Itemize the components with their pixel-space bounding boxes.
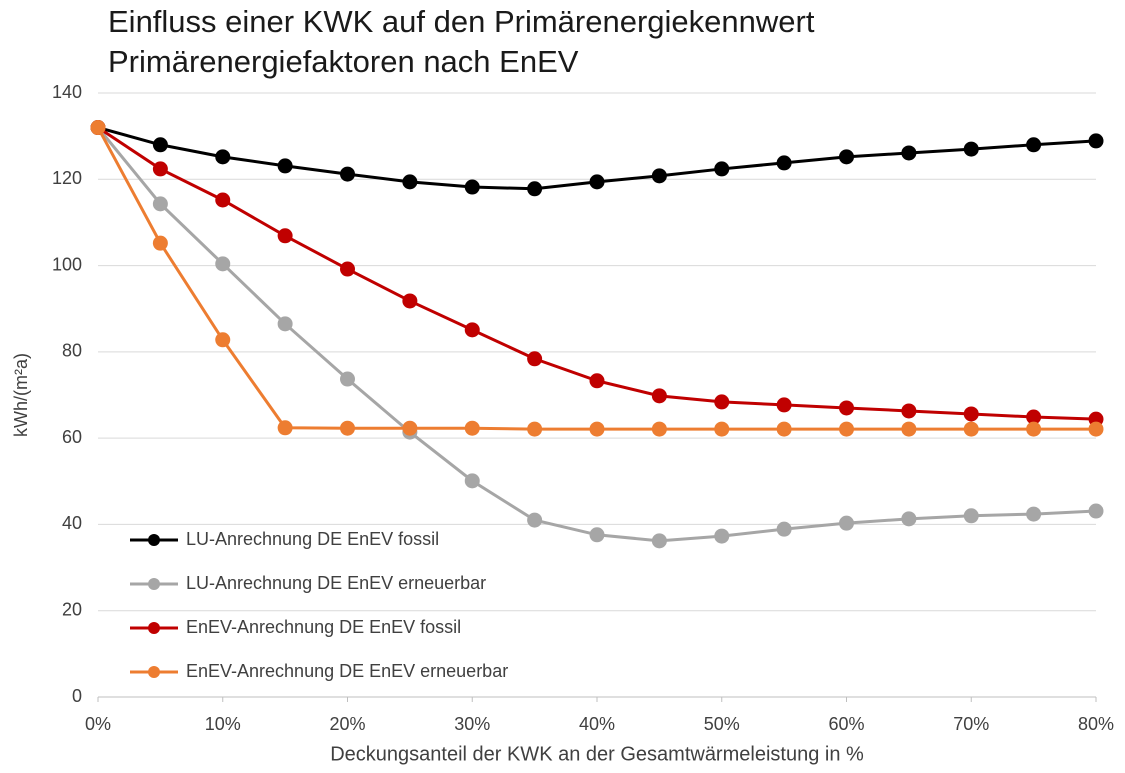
point [340, 166, 355, 182]
x-axis-label: Deckungsanteil der KWK an der Gesamtwärm… [330, 743, 864, 765]
point [589, 527, 605, 543]
point [589, 373, 605, 389]
x-tick-label: 70% [953, 714, 989, 734]
point [527, 181, 543, 197]
point [1026, 137, 1042, 153]
x-tick-label: 0% [85, 714, 111, 734]
point [527, 512, 543, 528]
point [589, 421, 605, 437]
point [277, 228, 293, 244]
y-tick-label: 120 [52, 168, 82, 188]
legend-label: LU-Anrechnung DE EnEV erneuerbar [186, 573, 486, 593]
chart-subtitle: Primärenergiefaktoren nach EnEV [108, 44, 579, 79]
point [839, 400, 854, 416]
point [651, 388, 667, 404]
legend-marker [148, 534, 160, 546]
x-tick-label: 40% [579, 714, 615, 734]
point [651, 168, 667, 184]
point [901, 421, 917, 437]
point [527, 421, 543, 437]
point [464, 322, 480, 338]
point [901, 145, 917, 161]
point [152, 161, 168, 177]
legend-marker [148, 622, 160, 634]
point [589, 174, 605, 190]
point [963, 421, 979, 437]
point [152, 196, 168, 212]
point [839, 421, 854, 437]
point [1088, 421, 1104, 437]
point [963, 141, 979, 157]
point [776, 155, 792, 171]
point [1026, 421, 1042, 437]
point [901, 511, 917, 527]
point [277, 420, 293, 436]
y-axis-label: kWh/(m²a) [11, 353, 31, 437]
y-tick-label: 140 [52, 82, 82, 102]
point [1088, 133, 1104, 149]
y-tick-label: 40 [62, 513, 82, 533]
point [215, 256, 231, 272]
point [340, 420, 355, 436]
point [464, 179, 480, 195]
point [714, 421, 730, 437]
point [464, 420, 480, 436]
point [402, 174, 418, 190]
point [152, 137, 168, 153]
legend-label: LU-Anrechnung DE EnEV fossil [186, 529, 439, 549]
point [215, 149, 231, 165]
legend-label: EnEV-Anrechnung DE EnEV fossil [186, 617, 461, 637]
point [90, 120, 106, 136]
y-tick-label: 20 [62, 599, 82, 619]
point [1026, 409, 1042, 425]
point [901, 403, 917, 419]
y-tick-label: 60 [62, 427, 82, 447]
legend-marker [148, 666, 160, 678]
x-tick-label: 60% [828, 714, 864, 734]
point [402, 293, 418, 309]
legend-label: EnEV-Anrechnung DE EnEV erneuerbar [186, 661, 508, 681]
point [340, 261, 355, 277]
y-tick-label: 80 [62, 341, 82, 361]
point [277, 316, 293, 332]
point [776, 421, 792, 437]
point [714, 528, 730, 544]
x-tick-label: 30% [454, 714, 490, 734]
point [839, 149, 854, 165]
point [340, 371, 355, 387]
legend-marker [148, 578, 160, 590]
point [714, 161, 730, 177]
point [963, 508, 979, 524]
x-tick-label: 20% [329, 714, 365, 734]
point [277, 158, 293, 174]
point [215, 192, 231, 208]
y-tick-label: 0 [72, 686, 82, 706]
x-tick-label: 10% [205, 714, 241, 734]
y-tick-label: 100 [52, 254, 82, 274]
point [651, 533, 667, 549]
point [714, 394, 730, 410]
point [839, 515, 854, 531]
point [1088, 503, 1104, 519]
series-line [96, 126, 1097, 543]
point [776, 397, 792, 413]
point [152, 235, 168, 251]
point [527, 351, 543, 367]
point [402, 420, 418, 436]
point [963, 406, 979, 422]
x-tick-label: 80% [1078, 714, 1114, 734]
chart-title: Einfluss einer KWK auf den Primärenergie… [108, 4, 815, 39]
point [464, 473, 480, 489]
point [215, 332, 231, 348]
point [1026, 506, 1042, 522]
x-tick-label: 50% [704, 714, 740, 734]
point [776, 521, 792, 537]
point [651, 421, 667, 437]
